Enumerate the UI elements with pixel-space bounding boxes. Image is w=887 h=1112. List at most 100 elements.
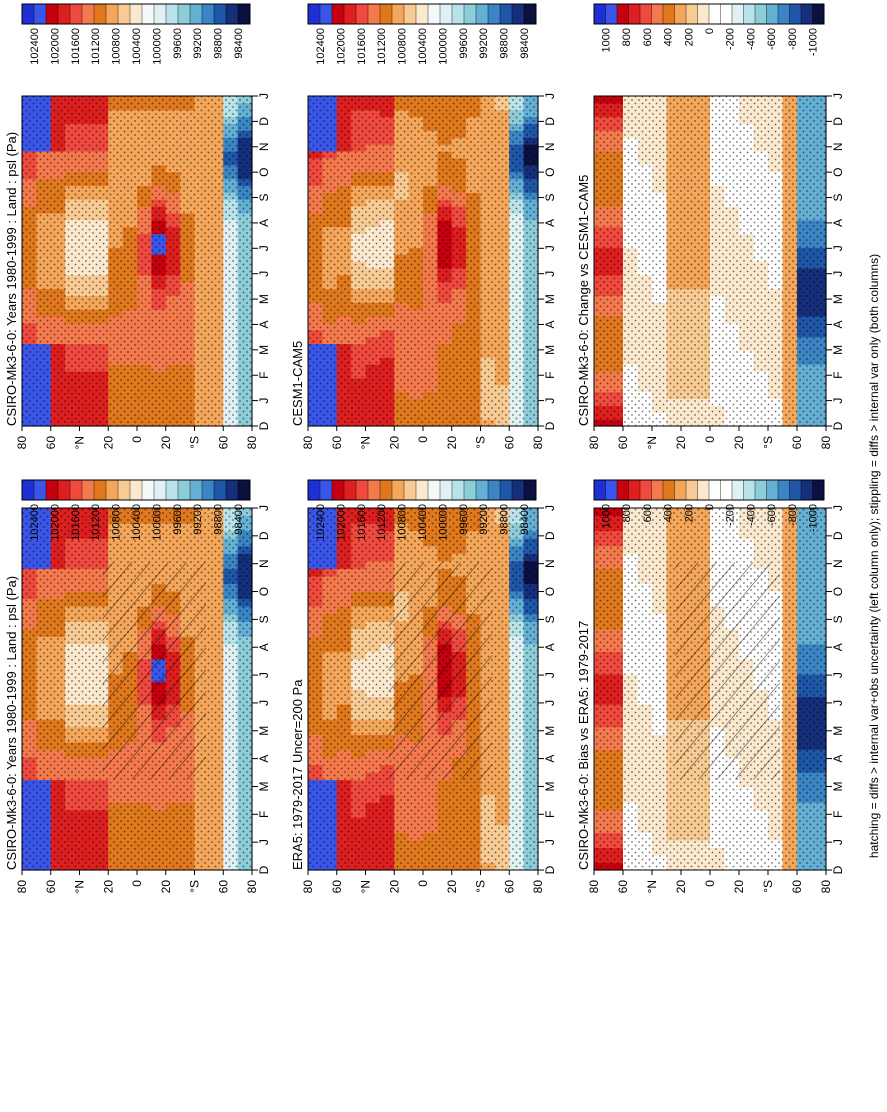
lat-tick-label: 20 — [732, 436, 746, 450]
month-tick-label: D — [257, 865, 271, 874]
month-tick-label: D — [543, 531, 557, 540]
lat-tick-label: 20 — [732, 880, 746, 894]
month-tick-label: J — [543, 245, 557, 251]
month-tick-label: S — [257, 615, 271, 623]
month-tick-label: A — [543, 219, 557, 227]
panel-title: CESM1-CAM5 — [290, 341, 305, 426]
month-tick-label: S — [543, 615, 557, 623]
month-tick-label: S — [831, 194, 845, 202]
month-tick-label: A — [543, 320, 557, 328]
colorbar-swatch — [427, 3, 441, 25]
month-tick-label: O — [831, 587, 845, 596]
month-tick-label: A — [831, 320, 845, 328]
month-tick-label: A — [831, 755, 845, 763]
month-tick-label: F — [257, 811, 271, 818]
lat-tick-label: 80 — [531, 880, 545, 894]
lat-tick-label: °S — [474, 880, 488, 893]
lat-tick-label: 20 — [674, 880, 688, 894]
month-tick-label: D — [257, 531, 271, 540]
colorbar-swatch — [225, 479, 239, 501]
colorbar-swatch — [141, 3, 155, 25]
colorbar-swatch — [45, 479, 59, 501]
month-tick-label: D — [543, 117, 557, 126]
colorbar-swatch — [439, 3, 453, 25]
colorbar-swatch — [117, 479, 131, 501]
month-tick-label: O — [257, 587, 271, 596]
month-tick-label: M — [831, 345, 845, 355]
colorbar-swatch — [21, 3, 35, 25]
month-tick-label: M — [543, 726, 557, 736]
colorbar-swatch — [355, 3, 369, 25]
month-tick-label: J — [831, 505, 845, 511]
colorbar-frame — [21, 479, 251, 501]
colorbar-swatch — [367, 3, 381, 25]
month-tick-label: S — [543, 194, 557, 202]
month-tick-label: F — [543, 811, 557, 818]
lat-tick-label: °N — [359, 880, 373, 893]
colorbar-tick-label: 99200 — [192, 28, 204, 59]
month-tick-label: J — [831, 245, 845, 251]
colorbar-swatch — [177, 479, 191, 501]
month-tick-label: J — [257, 93, 271, 99]
month-tick-label: J — [257, 672, 271, 678]
lat-tick-label: 80 — [15, 436, 29, 450]
month-tick-label: J — [543, 271, 557, 277]
colorbar-tick-label: 100000 — [151, 504, 163, 541]
colorbar-swatch — [475, 3, 489, 25]
colorbar-tick-label: 99600 — [172, 28, 184, 59]
lat-tick-label: 60 — [44, 880, 58, 894]
lat-tick-label: °N — [645, 880, 659, 893]
month-tick-label: M — [257, 294, 271, 304]
lat-tick-label: 20 — [387, 880, 401, 894]
hatching-overlay — [102, 562, 206, 780]
lat-tick-label: 80 — [587, 436, 601, 450]
month-tick-label: J — [543, 505, 557, 511]
lat-tick-label: 0 — [416, 436, 430, 443]
colorbar-swatch — [511, 3, 525, 25]
month-tick-label: D — [543, 865, 557, 874]
month-tick-label: J — [257, 271, 271, 277]
colorbar-swatch — [69, 479, 83, 501]
colorbar-tick-label: 99600 — [172, 504, 184, 535]
colorbar-swatch — [213, 479, 227, 501]
lat-tick-label: 80 — [819, 880, 833, 894]
lat-tick-label: 20 — [445, 436, 459, 450]
colorbar-swatch — [201, 479, 215, 501]
month-tick-label: M — [831, 294, 845, 304]
month-tick-label: N — [257, 559, 271, 568]
colorbar-swatch — [415, 3, 429, 25]
lat-tick-label: 0 — [703, 880, 717, 887]
month-tick-label: J — [831, 672, 845, 678]
colorbar-tick-label: 98400 — [233, 504, 245, 535]
colorbar-tick-label: 101600 — [70, 504, 82, 541]
month-tick-label: D — [543, 421, 557, 430]
month-tick-label: J — [831, 700, 845, 706]
colorbar-swatch — [45, 3, 59, 25]
colorbar-swatch — [117, 3, 131, 25]
colorbar-swatch — [141, 479, 155, 501]
month-tick-label: M — [831, 781, 845, 791]
colorbar-swatch — [403, 3, 417, 25]
month-tick-label: M — [257, 726, 271, 736]
month-tick-label: N — [257, 142, 271, 151]
colorbar-tick-label: 99200 — [192, 504, 204, 535]
colorbar-swatch — [331, 3, 345, 25]
hatching-overlay — [388, 562, 492, 780]
month-tick-label: A — [257, 219, 271, 227]
colorbar-swatch — [463, 3, 477, 25]
lat-tick-label: 20 — [101, 880, 115, 894]
month-tick-label: D — [257, 421, 271, 430]
colorbar-swatch — [33, 479, 47, 501]
colorbar-swatch — [57, 3, 71, 25]
colorbar-tick-label: 98800 — [213, 28, 225, 59]
month-tick-label: M — [543, 294, 557, 304]
month-tick-label: M — [543, 781, 557, 791]
colorbar-swatch — [189, 3, 203, 25]
lat-tick-label: 80 — [531, 436, 545, 450]
month-tick-label: D — [831, 117, 845, 126]
month-tick-label: A — [543, 755, 557, 763]
lat-tick-label: 20 — [445, 880, 459, 894]
month-tick-label: O — [543, 587, 557, 596]
